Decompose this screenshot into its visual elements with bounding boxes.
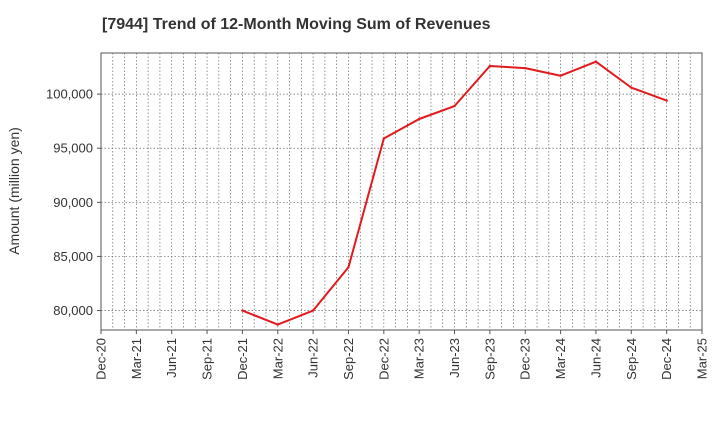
- x-tick-label: Dec-21: [235, 338, 250, 380]
- data-point: [488, 64, 492, 68]
- data-point: [524, 66, 527, 70]
- x-tick-label: Mar-22: [270, 338, 285, 379]
- y-axis-ticks: 80,000 85,000 90,000 95,000 100,000: [46, 87, 101, 318]
- y-tick-label: 80,000: [53, 303, 93, 318]
- x-tick-label: Sep-21: [200, 338, 215, 380]
- x-tick-label: Jun-22: [306, 338, 321, 378]
- x-tick-label: Sep-23: [482, 338, 497, 380]
- x-tick-label: Sep-22: [341, 338, 356, 380]
- x-tick-label: Mar-23: [412, 338, 427, 379]
- data-point: [665, 99, 668, 102]
- y-tick-label: 95,000: [53, 141, 93, 156]
- x-tick-label: Jun-23: [447, 338, 462, 378]
- x-tick-label: Jun-24: [588, 338, 603, 378]
- grid: [101, 53, 702, 330]
- chart-title: [7944] Trend of 12-Month Moving Sum of R…: [102, 16, 491, 33]
- y-tick-label: 85,000: [53, 249, 93, 264]
- data-point: [241, 309, 244, 312]
- data-point: [594, 60, 598, 63]
- x-tick-label: Jun-21: [164, 338, 179, 378]
- x-axis-ticks: Dec-20 Mar-21 Jun-21 Sep-21 Dec-21 Mar-22 Jun-…: [94, 330, 710, 380]
- data-point: [382, 137, 386, 140]
- data-point: [276, 323, 279, 326]
- x-tick-label: Dec-23: [518, 338, 533, 380]
- y-axis-label: Amount (million yen): [6, 127, 22, 255]
- x-tick-label: Mar-25: [695, 338, 710, 379]
- x-tick-label: Dec-20: [94, 338, 109, 380]
- y-tick-label: 90,000: [53, 195, 93, 210]
- data-point: [311, 309, 315, 312]
- x-tick-label: Dec-22: [376, 338, 391, 380]
- x-tick-label: Mar-24: [553, 338, 568, 379]
- data-point: [559, 74, 562, 77]
- plot-area-frame: [100, 52, 703, 331]
- data-point: [347, 266, 350, 269]
- x-tick-label: Dec-24: [659, 338, 674, 380]
- series-layer: [241, 60, 668, 326]
- y-tick-label: 100,000: [46, 87, 93, 102]
- data-point: [630, 86, 633, 89]
- x-tick-label: Mar-21: [129, 338, 144, 379]
- data-point: [453, 104, 456, 108]
- x-tick-label: Sep-24: [624, 338, 639, 380]
- data-point: [417, 117, 421, 121]
